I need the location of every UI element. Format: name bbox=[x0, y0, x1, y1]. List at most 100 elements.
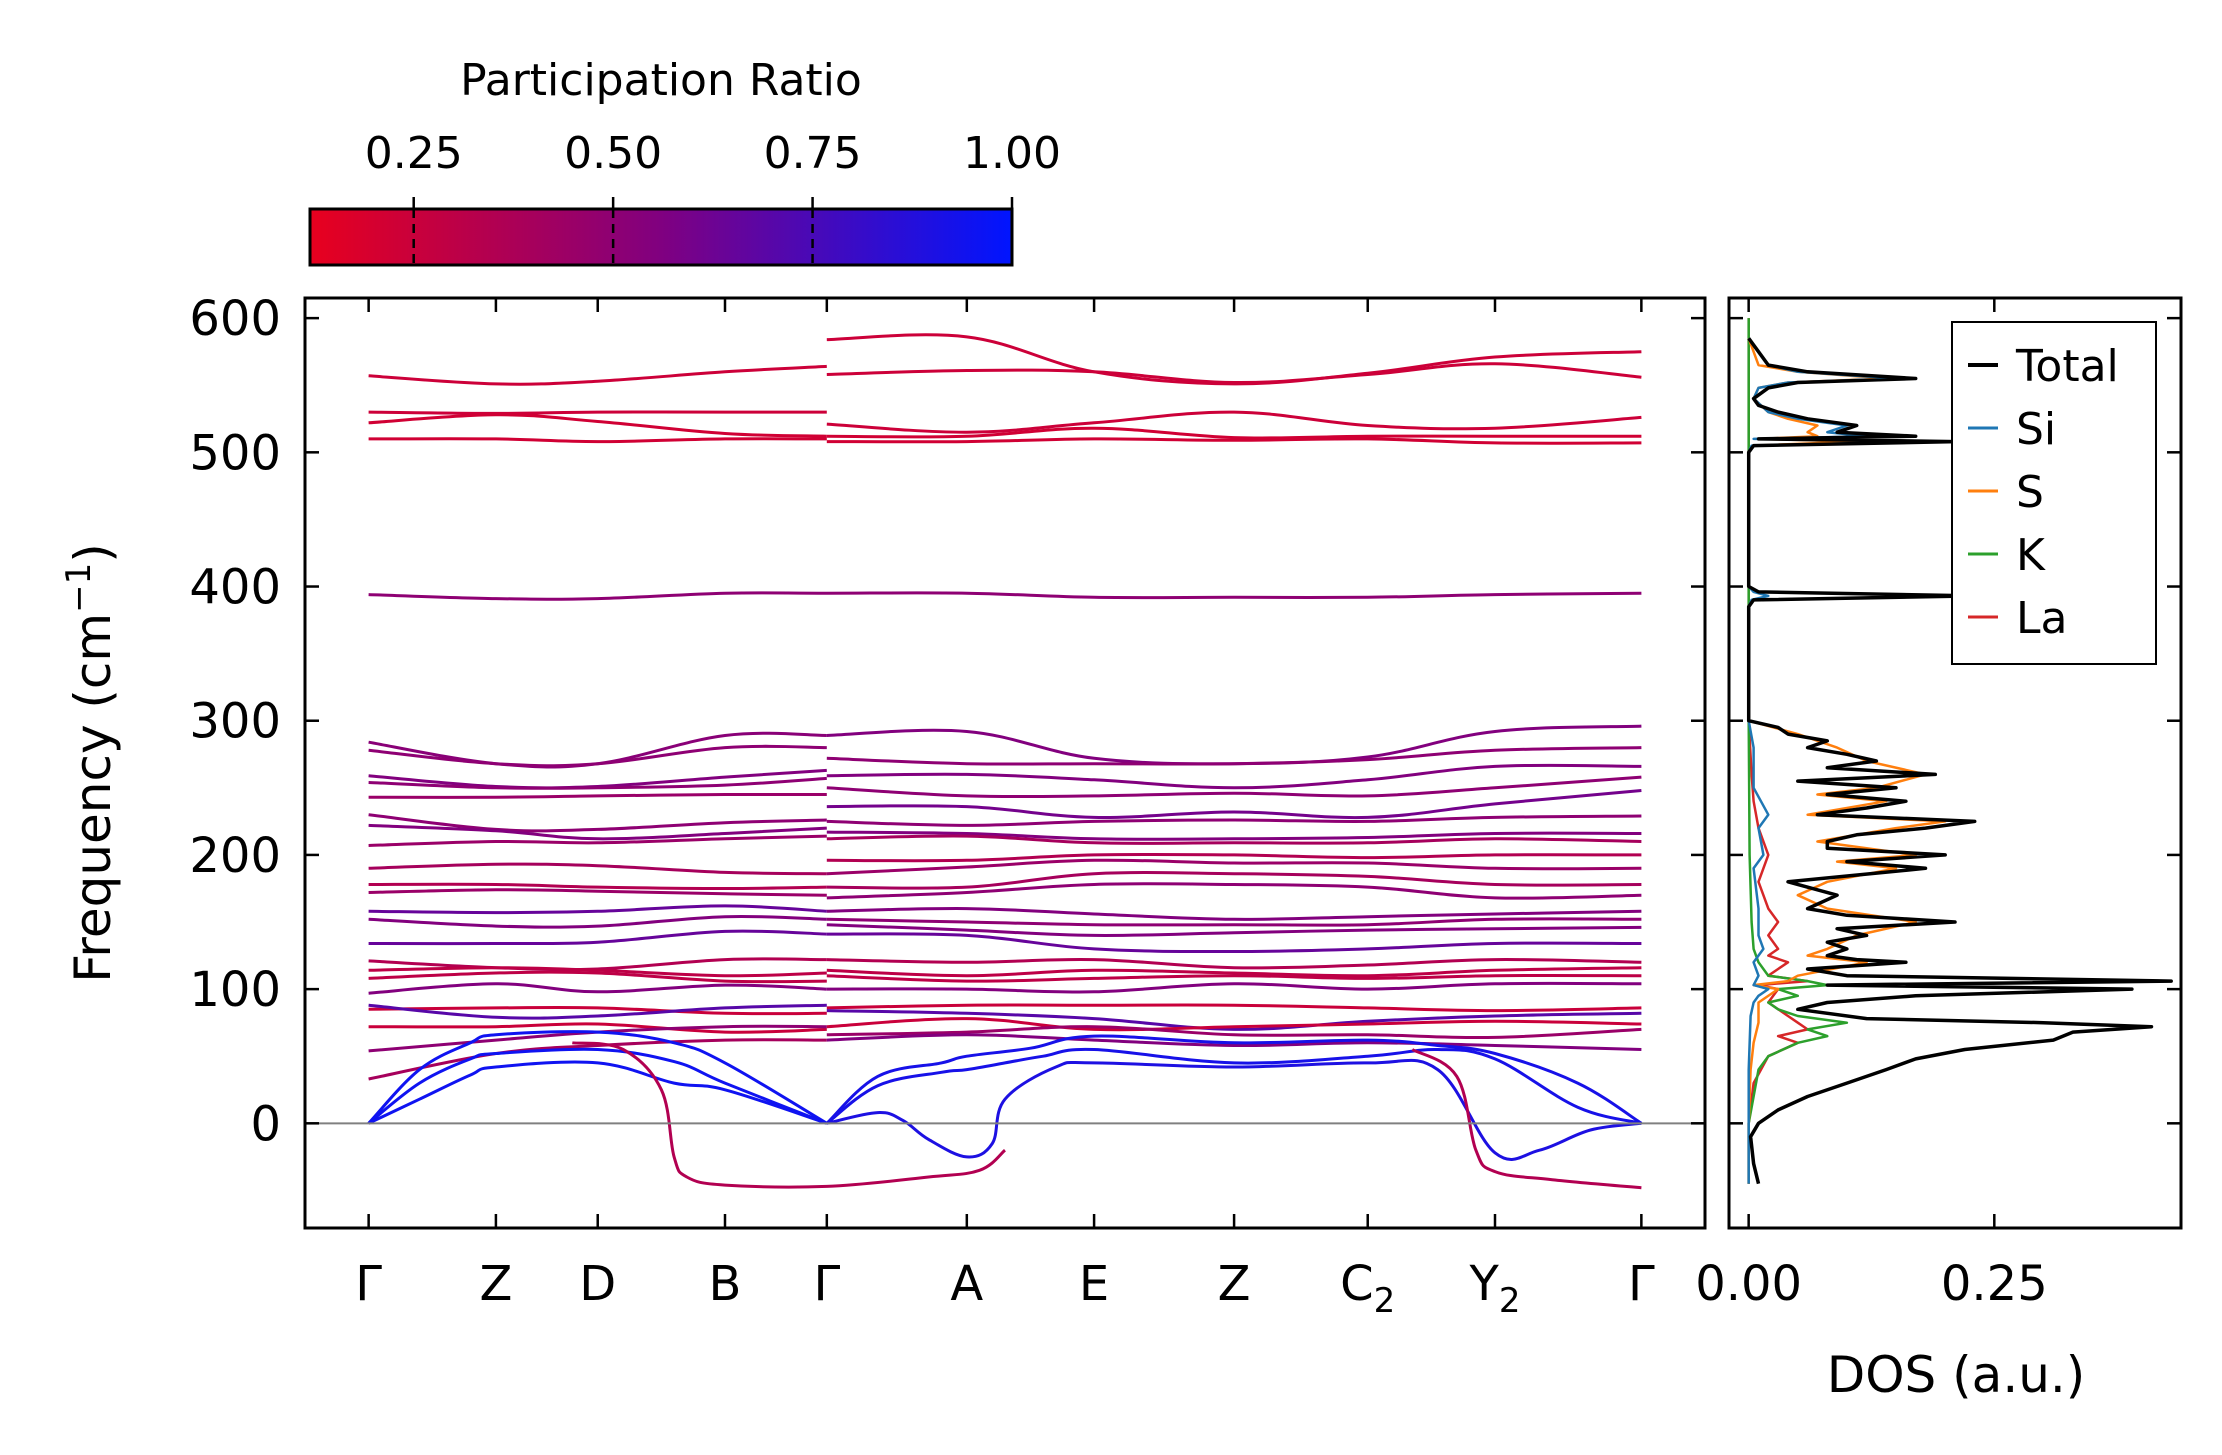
y-tick-label: 200 bbox=[189, 828, 281, 884]
phonon-band bbox=[826, 852, 1642, 863]
phonon-band bbox=[826, 362, 1642, 385]
dos-series-k bbox=[1747, 318, 1849, 1184]
phonon-band bbox=[368, 823, 827, 841]
phonon-band bbox=[826, 871, 1642, 890]
phonon-band bbox=[826, 858, 1642, 876]
phonon-band bbox=[368, 914, 827, 929]
phonon-band bbox=[826, 973, 1642, 983]
high-symmetry-label: E bbox=[1079, 1256, 1109, 1312]
y-tick-label: 500 bbox=[189, 425, 281, 481]
phonon-band bbox=[826, 1003, 1642, 1013]
colorbar-title: Participation Ratio bbox=[460, 55, 862, 106]
phonon-band bbox=[826, 789, 1642, 820]
phonon-band bbox=[368, 882, 827, 890]
high-symmetry-label: Γ bbox=[1628, 1256, 1655, 1312]
phonon-band bbox=[826, 1033, 1642, 1051]
dos-series-la bbox=[1747, 318, 1809, 1184]
phonon-band bbox=[368, 410, 827, 415]
phonon-band bbox=[826, 923, 1642, 937]
band-y-axis: 0 100 200 300 400 500 600 bbox=[189, 291, 1705, 1152]
phonon-band bbox=[825, 1047, 1642, 1125]
legend-label-total: Total bbox=[2015, 341, 2119, 392]
phonon-band bbox=[368, 834, 827, 847]
phonon-band bbox=[368, 792, 827, 799]
phonon-band bbox=[368, 888, 827, 897]
phonon-band bbox=[368, 731, 827, 769]
phonon-band bbox=[826, 917, 1642, 927]
phonon-band bbox=[825, 1034, 1643, 1125]
phonon-band bbox=[368, 862, 827, 876]
dos-lines bbox=[1746, 318, 2173, 1185]
phonon-band bbox=[826, 814, 1642, 827]
dos-x-tick-label: 0.00 bbox=[1695, 1256, 1802, 1312]
phonon-band bbox=[826, 763, 1642, 790]
high-symmetry-label: B bbox=[709, 1256, 742, 1312]
colorbar-tick-label: 0.75 bbox=[764, 128, 862, 179]
dos-x-axis-label: DOS (a.u.) bbox=[1827, 1346, 2086, 1404]
phonon-band bbox=[368, 904, 827, 915]
dos-y-ticks bbox=[1729, 316, 2181, 1125]
colorbar-tick-label: 0.50 bbox=[564, 128, 662, 179]
high-symmetry-label: Z bbox=[479, 1256, 512, 1312]
phonon-band bbox=[826, 746, 1642, 766]
phonon-band bbox=[368, 966, 827, 978]
phonon-band bbox=[826, 1009, 1642, 1031]
phonon-band bbox=[368, 982, 827, 995]
colorbar-gradient bbox=[308, 207, 1014, 267]
high-symmetry-label: A bbox=[950, 1256, 983, 1312]
phonon-band bbox=[826, 957, 1642, 970]
phonon-band bbox=[368, 591, 1642, 601]
phonon-band bbox=[368, 1003, 827, 1020]
y-tick-label: 600 bbox=[189, 291, 281, 347]
phonon-band bbox=[826, 333, 1642, 386]
legend-label-s: S bbox=[2016, 467, 2044, 518]
high-symmetry-label: Γ bbox=[355, 1256, 382, 1312]
y-tick-label: 400 bbox=[189, 560, 281, 616]
band-axes-frame bbox=[303, 296, 1707, 1230]
phonon-band bbox=[826, 932, 1642, 954]
phonon-band bbox=[368, 364, 827, 386]
phonon-band bbox=[826, 410, 1642, 434]
dos-axes-frame bbox=[1727, 296, 2183, 1230]
phonon-band bbox=[1411, 1048, 1642, 1190]
phonon-band bbox=[826, 1025, 1642, 1040]
phonon-band bbox=[367, 1047, 828, 1125]
phonon-band bbox=[826, 1058, 1642, 1161]
high-symmetry-label: Γ bbox=[813, 1256, 840, 1312]
dos-legend: Total Si SK La bbox=[1951, 321, 2157, 665]
phonon-band bbox=[368, 970, 827, 984]
phonon-band bbox=[368, 813, 827, 833]
y-tick-label: 300 bbox=[189, 694, 281, 750]
legend-label-la: La bbox=[2016, 593, 2067, 644]
band-y-axis-label: Frequency (cm−1) bbox=[59, 543, 122, 983]
dos-x-tick-label: 0.25 bbox=[1941, 1256, 2048, 1312]
phonon-band bbox=[368, 744, 827, 768]
phonon-band bbox=[367, 1060, 828, 1125]
phonon-band bbox=[826, 437, 1642, 445]
high-symmetry-label: Z bbox=[1218, 1256, 1251, 1312]
phonon-band bbox=[826, 830, 1642, 841]
phonon-band bbox=[368, 776, 827, 790]
y-tick-label: 100 bbox=[189, 962, 281, 1018]
colorbar-tick-label: 1.00 bbox=[963, 128, 1061, 179]
dos-panel: 0.00 0.25 DOS (a.u.) Total Si SK La bbox=[1695, 296, 2183, 1404]
phonon-band bbox=[826, 775, 1642, 799]
legend-label-k: K bbox=[2016, 530, 2046, 581]
colorbar-tick-label: 0.25 bbox=[365, 128, 463, 179]
legend-label-si: Si bbox=[2016, 404, 2056, 455]
phonon-band bbox=[826, 981, 1642, 994]
dos-series-si bbox=[1747, 337, 1927, 1184]
phonon-band bbox=[367, 1030, 828, 1125]
colorbar: Participation Ratio 0.25 0.50 0.75 1.00 bbox=[308, 55, 1061, 267]
phonon-band bbox=[368, 1005, 827, 1016]
phonon-band bbox=[826, 882, 1642, 900]
phonon-band bbox=[826, 1017, 1642, 1032]
high-symmetry-label: C2 bbox=[1340, 1256, 1395, 1321]
phonon-band bbox=[368, 1038, 827, 1081]
phonon-band bbox=[368, 929, 827, 946]
phonon-band bbox=[826, 426, 1642, 440]
high-symmetry-label: D bbox=[579, 1256, 616, 1312]
phonon-band bbox=[368, 437, 827, 444]
legend-items: Total Si SK La bbox=[1968, 341, 2119, 644]
